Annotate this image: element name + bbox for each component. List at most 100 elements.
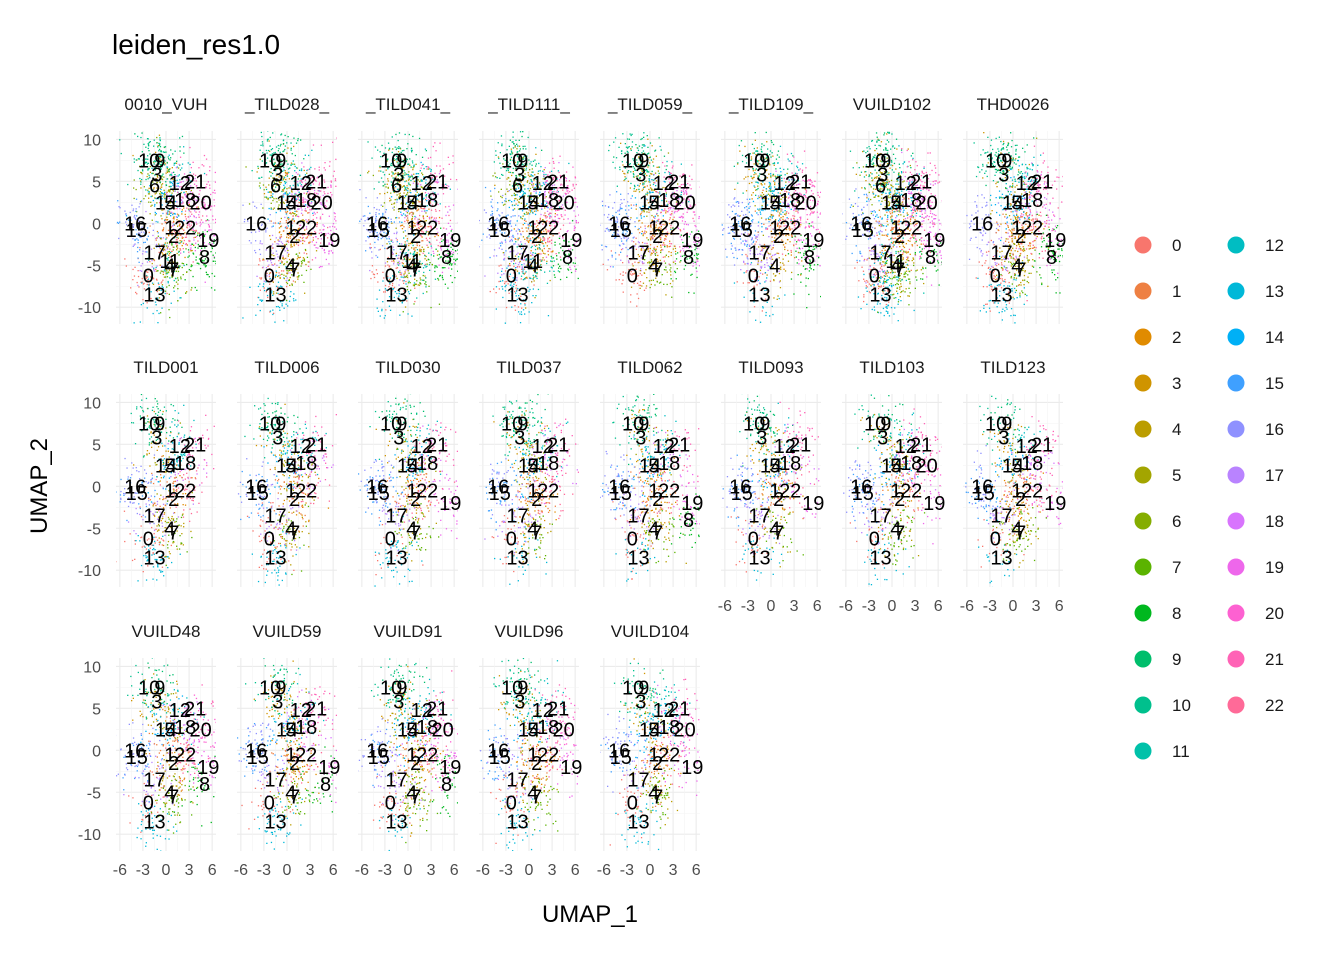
cell-point [176, 207, 178, 210]
cell-point [644, 121, 645, 122]
cluster-label: 14 [155, 192, 177, 214]
cell-point [553, 225, 556, 227]
cell-point [276, 159, 278, 161]
cell-point [288, 178, 290, 180]
cell-point [395, 176, 397, 178]
cell-point [419, 170, 421, 172]
cell-point [398, 155, 400, 157]
cell-point [568, 180, 571, 182]
cell-point [298, 201, 300, 204]
cell-point [150, 205, 152, 207]
cell-point [163, 196, 165, 198]
cell-point [502, 252, 504, 254]
cell-point [186, 263, 188, 266]
cell-point [181, 221, 183, 223]
cell-point [285, 281, 288, 283]
cell-point [532, 224, 534, 226]
cell-point [419, 214, 421, 217]
cluster-label: 11 [401, 251, 422, 273]
cell-point [160, 198, 162, 200]
cell-point [637, 297, 640, 300]
cell-point [408, 272, 410, 274]
cell-point [288, 241, 290, 243]
cell-point [397, 289, 399, 291]
cell-point [444, 250, 446, 252]
cell-point [531, 208, 534, 210]
cell-point [163, 192, 166, 195]
cell-point [181, 262, 183, 264]
cell-point [631, 274, 633, 276]
cell-point [435, 176, 437, 178]
cell-point [570, 271, 573, 274]
cell-point [260, 278, 262, 280]
cell-point [423, 197, 425, 199]
cell-point [412, 197, 415, 199]
cell-point [388, 241, 390, 243]
cell-point [283, 258, 285, 260]
cell-point [297, 232, 299, 234]
cell-point [158, 163, 160, 165]
cell-point [153, 259, 155, 261]
cell-point [266, 260, 269, 262]
cell-point [297, 231, 299, 233]
cell-point [541, 208, 543, 210]
cell-point [159, 139, 161, 142]
cell-point [518, 229, 520, 231]
cell-point [538, 241, 540, 243]
cell-point [411, 203, 414, 205]
cell-point [376, 273, 378, 275]
cell-point [205, 219, 208, 222]
cell-point [260, 144, 262, 146]
cell-point [196, 200, 198, 202]
cell-point [177, 277, 179, 279]
cell-point [190, 191, 192, 193]
cell-point [193, 233, 196, 235]
cell-point [519, 322, 522, 324]
cell-point [563, 218, 565, 220]
cell-point [284, 148, 286, 151]
cell-point [286, 152, 288, 154]
cell-point [132, 208, 135, 210]
cell-point [414, 215, 416, 218]
cell-point [205, 250, 207, 252]
cell-point [419, 201, 421, 203]
cell-point [510, 250, 512, 253]
cell-point [204, 258, 207, 260]
cell-point [176, 252, 178, 255]
cell-point [311, 181, 314, 184]
cell-point [418, 250, 421, 252]
cell-point [186, 244, 188, 246]
cell-point [424, 225, 426, 227]
cell-point [272, 294, 274, 296]
cell-point [547, 250, 549, 252]
cell-point [490, 201, 492, 203]
cell-point [369, 231, 371, 233]
cell-point [395, 159, 397, 161]
cell-point [450, 246, 452, 248]
cell-point [533, 195, 536, 197]
cell-point [152, 277, 154, 279]
cell-point [509, 264, 511, 267]
cell-point [279, 240, 281, 242]
cell-point [159, 166, 162, 168]
cell-point [508, 171, 510, 173]
cell-point [167, 169, 170, 171]
cell-point [265, 249, 267, 251]
cell-point [413, 239, 415, 241]
cell-point [386, 224, 388, 227]
cell-point [555, 253, 557, 255]
cell-point [153, 270, 156, 272]
cell-point [323, 188, 325, 190]
cell-point [302, 214, 304, 216]
cell-point [275, 270, 277, 272]
cell-point [377, 234, 379, 236]
cell-point [155, 270, 157, 272]
cell-point [382, 230, 384, 232]
cell-point [320, 144, 322, 146]
cell-point [430, 174, 432, 177]
cell-point [489, 237, 491, 239]
cell-point [324, 234, 327, 237]
cell-point [297, 255, 299, 257]
cell-point [181, 163, 184, 165]
cell-point [510, 282, 512, 284]
